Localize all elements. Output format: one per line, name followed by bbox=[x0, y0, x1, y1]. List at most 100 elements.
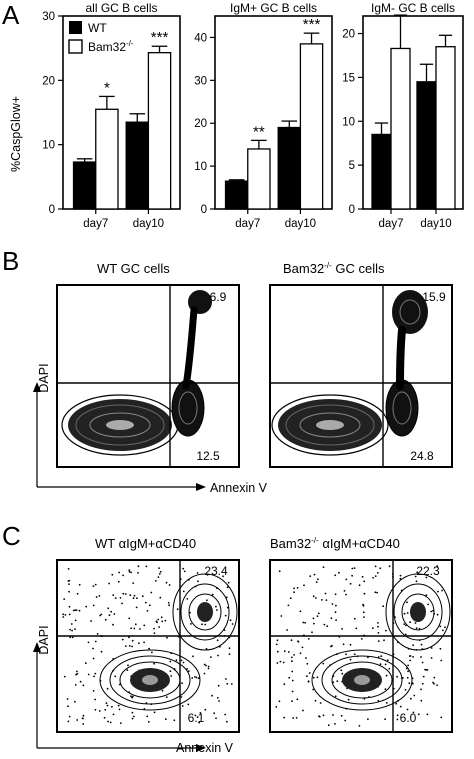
scatter-dot bbox=[334, 574, 337, 577]
scatter-dot bbox=[104, 618, 107, 621]
scatter-dot bbox=[406, 612, 409, 614]
scatter-dot bbox=[63, 598, 66, 600]
scatter-dot bbox=[440, 659, 443, 662]
scatter-dot bbox=[314, 699, 317, 702]
scatter-dot bbox=[283, 650, 286, 652]
scatter-dot bbox=[180, 696, 183, 698]
x-tick-label: day7 bbox=[83, 218, 108, 230]
scatter-dot bbox=[196, 716, 199, 719]
bar-bam32 bbox=[435, 46, 456, 210]
scatter-dot bbox=[432, 681, 434, 684]
quad-bottom-right: 24.8 bbox=[410, 449, 434, 463]
scatter-dot bbox=[211, 593, 214, 596]
scatter-dot bbox=[206, 599, 208, 602]
scatter-dot bbox=[439, 625, 442, 628]
scatter-dot bbox=[207, 667, 210, 670]
scatter-dot bbox=[388, 667, 391, 670]
scatter-dot bbox=[69, 636, 72, 639]
scatter-dot bbox=[426, 713, 429, 716]
scatter-dot bbox=[358, 584, 361, 587]
scatter-dot bbox=[362, 604, 365, 607]
flow-c-axes: DAPI Annexin V bbox=[33, 625, 234, 755]
scatter-dot bbox=[76, 672, 79, 675]
flow-plot-b-wt: 6.9 12.5 bbox=[56, 284, 240, 468]
scatter-dot bbox=[341, 628, 343, 630]
scatter-dot bbox=[227, 581, 230, 584]
scatter-dot bbox=[157, 618, 160, 621]
scatter-dot bbox=[358, 725, 361, 727]
scatter-dot bbox=[100, 613, 103, 616]
scatter-dot bbox=[402, 677, 404, 679]
scatter-dot bbox=[159, 596, 162, 599]
scatter-dot bbox=[107, 607, 110, 610]
y-tick-label: 10 bbox=[42, 140, 55, 152]
scatter-dot bbox=[377, 640, 380, 642]
scatter-dot bbox=[349, 643, 352, 646]
scatter-dot bbox=[396, 714, 399, 717]
scatter-dot bbox=[316, 615, 319, 618]
scatter-dot bbox=[324, 592, 327, 595]
scatter-dot bbox=[103, 716, 106, 719]
scatter-dot bbox=[118, 683, 121, 686]
legend-label-wt: WT bbox=[88, 21, 107, 35]
scatter-dot bbox=[377, 632, 380, 634]
scatter-dot bbox=[110, 610, 113, 613]
scatter-dot bbox=[275, 706, 278, 708]
scatter-dot bbox=[415, 580, 418, 583]
scatter-dot bbox=[67, 720, 70, 723]
scatter-dot bbox=[99, 614, 101, 617]
scatter-dot bbox=[416, 571, 419, 574]
scatter-dot bbox=[334, 695, 337, 698]
scatter-dot bbox=[76, 719, 79, 721]
scatter-dot bbox=[351, 567, 354, 570]
y-tick-label: 20 bbox=[42, 75, 55, 87]
scatter-dot bbox=[308, 672, 311, 674]
scatter-dot bbox=[128, 569, 131, 571]
scatter-dot bbox=[414, 622, 417, 624]
scatter-dot bbox=[138, 642, 140, 645]
scatter-dot bbox=[388, 565, 391, 568]
scatter-dot bbox=[170, 675, 173, 677]
scatter-dot bbox=[293, 587, 295, 590]
y-tick-label: 5 bbox=[349, 160, 355, 172]
scatter-dot bbox=[68, 715, 71, 718]
scatter-dot bbox=[87, 641, 90, 644]
scatter-dot bbox=[430, 610, 433, 613]
scatter-dot bbox=[413, 694, 416, 697]
plot-frame bbox=[362, 15, 464, 210]
scatter-dot bbox=[412, 644, 414, 647]
scatter-dot bbox=[82, 714, 85, 717]
scatter-dot bbox=[64, 614, 67, 616]
scatter-dot bbox=[363, 616, 365, 618]
bar-chart-1: all GC B cells 0 10 20 30 day7 * day10 *** bbox=[42, 1, 181, 230]
scatter-dot bbox=[93, 675, 95, 678]
scatter-dot bbox=[133, 715, 135, 718]
scatter-dot bbox=[131, 639, 134, 642]
scatter-dot bbox=[62, 613, 65, 616]
scatter-dot bbox=[405, 667, 408, 670]
bar-bam32 bbox=[147, 52, 172, 210]
bar-wt bbox=[125, 121, 150, 210]
scatter-dot bbox=[149, 604, 151, 607]
flow-plot-b-bam32: 15.9 24.8 bbox=[269, 284, 453, 468]
scatter-dot bbox=[228, 653, 231, 655]
scatter-dot bbox=[379, 663, 382, 666]
scatter-dot bbox=[383, 639, 385, 642]
scatter-dot bbox=[146, 715, 149, 718]
scatter-dot bbox=[385, 629, 387, 632]
scatter-dot bbox=[121, 602, 123, 605]
scatter-dot bbox=[292, 717, 295, 719]
scatter-dot bbox=[408, 655, 411, 657]
scatter-dot bbox=[67, 705, 69, 708]
scatter-dot bbox=[414, 575, 417, 578]
scatter-dot bbox=[340, 669, 343, 672]
scatter-dot bbox=[332, 714, 334, 716]
scatter-dot bbox=[92, 657, 95, 660]
scatter-dot bbox=[133, 627, 136, 630]
scatter-dot bbox=[230, 683, 233, 685]
scatter-dot bbox=[87, 673, 90, 676]
scatter-dot bbox=[159, 570, 162, 573]
scatter-dot bbox=[307, 680, 310, 683]
x-tick-label: day10 bbox=[285, 218, 316, 230]
y-tick-label: 30 bbox=[194, 75, 207, 87]
